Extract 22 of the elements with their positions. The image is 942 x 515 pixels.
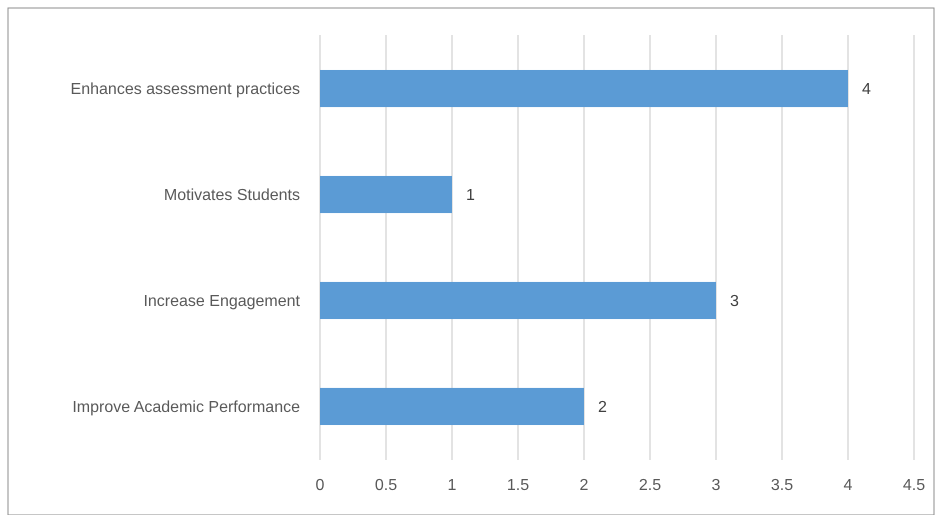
- y-tick-label: Improve Academic Performance: [72, 399, 300, 416]
- x-tick-label: 4.5: [902, 477, 926, 494]
- x-tick-label: 0: [316, 477, 325, 494]
- x-tick-label: 4: [844, 477, 853, 494]
- bar: [320, 176, 452, 214]
- bar: [320, 282, 716, 320]
- data-label: 4: [862, 81, 871, 98]
- data-label: 1: [466, 187, 475, 204]
- bar: [320, 70, 848, 108]
- y-tick-label: Increase Engagement: [143, 293, 301, 310]
- bar: [320, 388, 584, 426]
- x-tick-label: 2: [580, 477, 589, 494]
- data-label: 3: [730, 293, 739, 310]
- y-tick-label: Enhances assessment practices: [70, 81, 300, 98]
- x-tick-label: 1: [448, 477, 457, 494]
- x-tick-label: 3.5: [770, 477, 794, 494]
- x-tick-label: 0.5: [374, 477, 398, 494]
- y-tick-label: Motivates Students: [164, 187, 300, 204]
- data-label: 2: [598, 399, 607, 416]
- x-tick-label: 1.5: [506, 477, 530, 494]
- x-tick-label: 3: [712, 477, 721, 494]
- x-tick-label: 2.5: [638, 477, 662, 494]
